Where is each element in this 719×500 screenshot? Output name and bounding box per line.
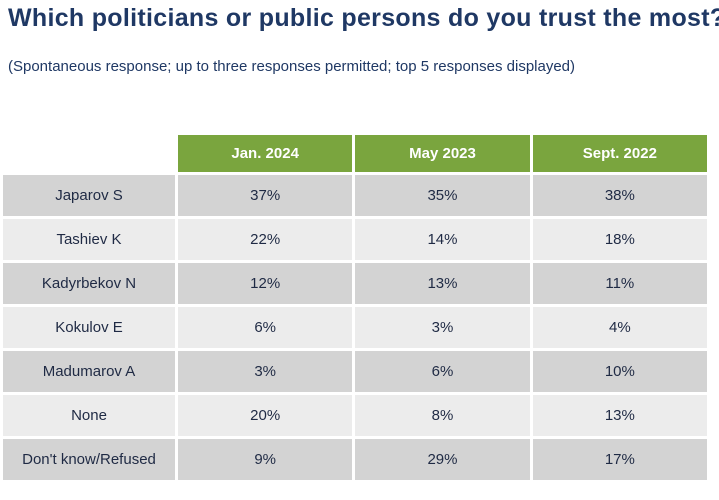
row-label: Kadyrbekov N — [3, 263, 175, 304]
row-label: Japarov S — [3, 175, 175, 216]
table-row: None 20% 8% 13% — [3, 395, 707, 436]
data-cell: 22% — [178, 219, 353, 260]
table-body: Japarov S 37% 35% 38% Tashiev K 22% 14% 18% Kady… — [3, 175, 707, 480]
table-row: Madumarov A 3% 6% 10% — [3, 351, 707, 392]
table-row: Kokulov E 6% 3% 4% — [3, 307, 707, 348]
data-cell: 13% — [355, 263, 530, 304]
table-row: Tashiev K 22% 14% 18% — [3, 219, 707, 260]
data-cell: 6% — [355, 351, 530, 392]
row-label: None — [3, 395, 175, 436]
data-cell: 3% — [355, 307, 530, 348]
data-cell: 10% — [532, 351, 707, 392]
data-cell: 18% — [532, 219, 707, 260]
data-cell: 37% — [178, 175, 353, 216]
row-label: Madumarov A — [3, 351, 175, 392]
data-cell: 38% — [532, 175, 707, 216]
page-title: Which politicians or public persons do y… — [8, 4, 719, 32]
column-header-sept-2022: Sept. 2022 — [532, 135, 707, 172]
page-subtitle: (Spontaneous response; up to three respo… — [8, 58, 576, 75]
row-label: Tashiev K — [3, 219, 175, 260]
data-cell: 14% — [355, 219, 530, 260]
data-cell: 3% — [178, 351, 353, 392]
data-cell: 4% — [532, 307, 707, 348]
data-cell: 9% — [178, 439, 353, 480]
data-cell: 8% — [355, 395, 530, 436]
data-cell: 11% — [532, 263, 707, 304]
table-row: Kadyrbekov N 12% 13% 11% — [3, 263, 707, 304]
header-corner — [3, 135, 175, 172]
table-header-row: Jan. 2024 May 2023 Sept. 2022 — [3, 135, 707, 172]
table-row: Don't know/Refused 9% 29% 17% — [3, 439, 707, 480]
data-cell: 29% — [355, 439, 530, 480]
column-header-jan-2024: Jan. 2024 — [178, 135, 353, 172]
data-cell: 12% — [178, 263, 353, 304]
table-row: Japarov S 37% 35% 38% — [3, 175, 707, 216]
data-cell: 35% — [355, 175, 530, 216]
row-label: Kokulov E — [3, 307, 175, 348]
column-header-may-2023: May 2023 — [355, 135, 530, 172]
data-cell: 6% — [178, 307, 353, 348]
row-label: Don't know/Refused — [3, 439, 175, 480]
data-cell: 20% — [178, 395, 353, 436]
data-cell: 13% — [532, 395, 707, 436]
data-cell: 17% — [532, 439, 707, 480]
